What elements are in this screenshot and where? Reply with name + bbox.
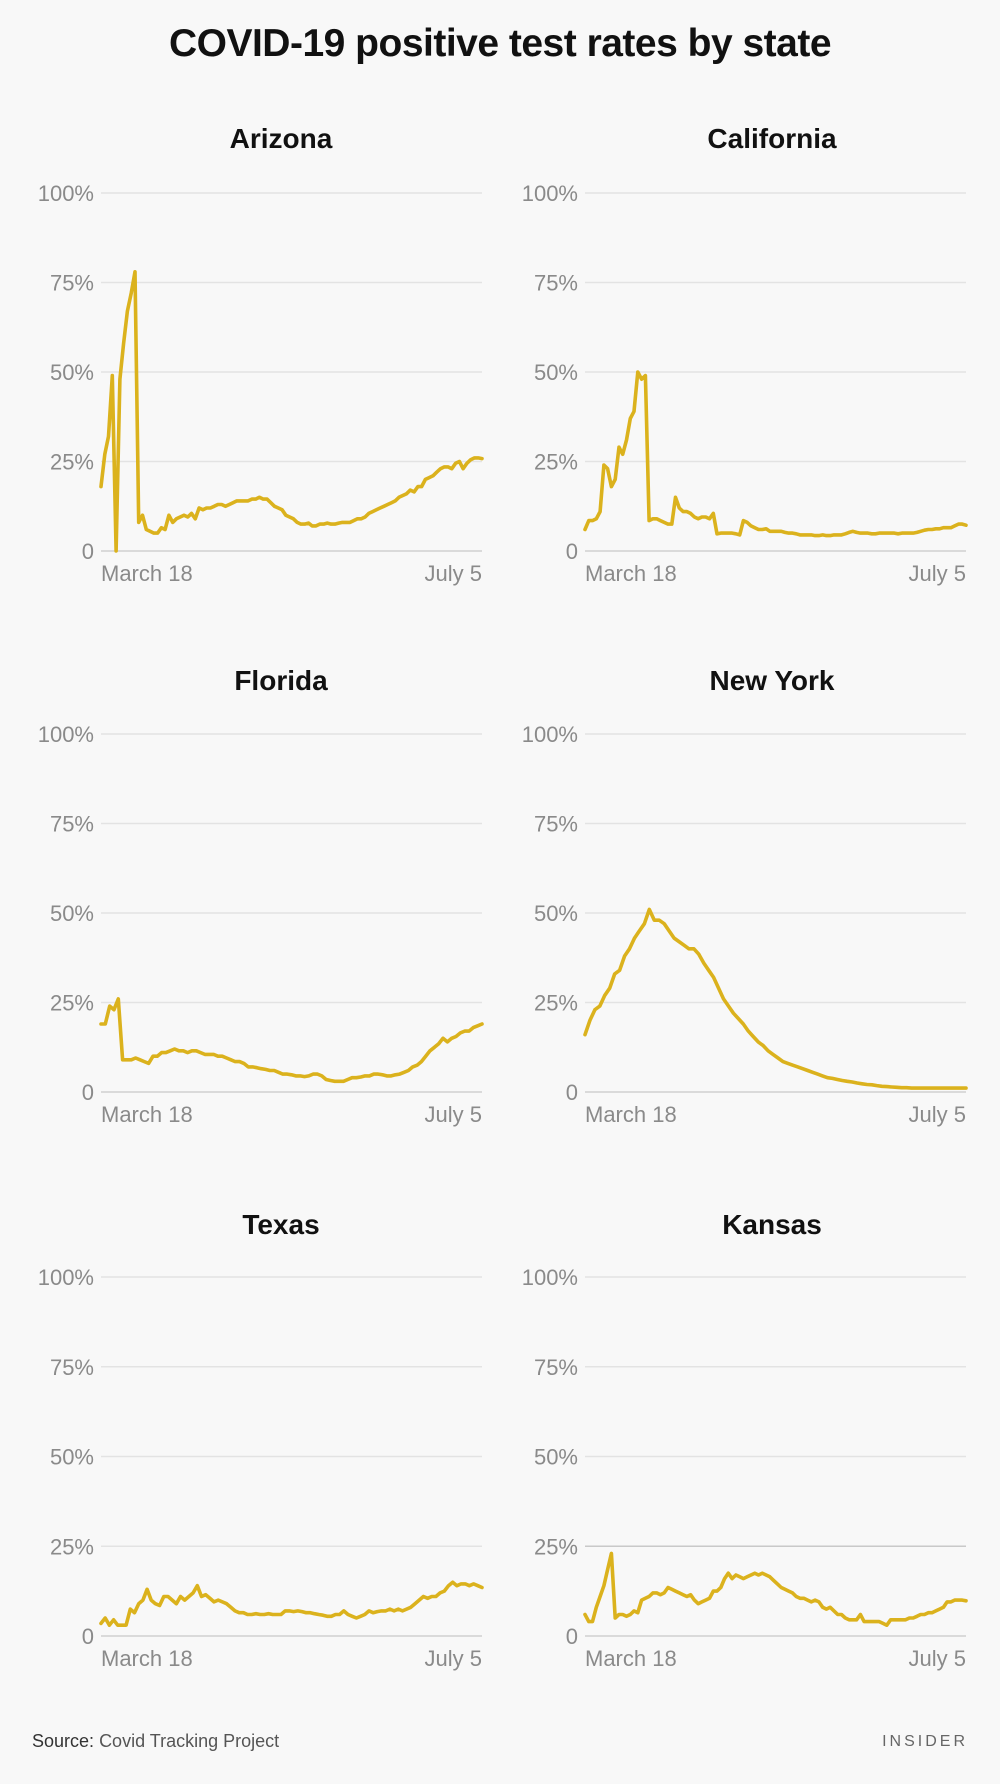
y-tick-label: 50% (534, 901, 578, 926)
panel-california: California 100% 75% 50% 25% 0 March 18 July 5 (522, 123, 968, 586)
y-tick-label: 100% (38, 722, 94, 747)
y-tick-label: 50% (534, 360, 578, 385)
y-tick-label: 75% (50, 1355, 94, 1380)
x-tick-label-end: July 5 (425, 561, 482, 586)
panel-florida: Florida 100% 75% 50% 25% 0 March 18 July 5 (38, 665, 484, 1127)
series-line (583, 907, 968, 1090)
y-tick-label: 50% (534, 1445, 578, 1470)
y-tick-label: 0 (82, 1624, 94, 1649)
x-tick-label-start: March 18 (101, 561, 193, 586)
x-tick-label-end: July 5 (909, 561, 966, 586)
x-tick-label-start: March 18 (585, 561, 677, 586)
y-tick-label: 100% (38, 1265, 94, 1290)
x-tick-label-start: March 18 (101, 1102, 193, 1127)
panel-title: New York (709, 665, 834, 696)
y-tick-label: 0 (566, 1080, 578, 1105)
panel-arizona: Arizona 100% 75% 50% 25% 0 March 18 July 5 (38, 123, 484, 586)
x-tick-label-end: July 5 (909, 1102, 966, 1127)
y-tick-label: 0 (82, 539, 94, 564)
source-label: Source: (32, 1731, 95, 1751)
x-tick-label-end: July 5 (425, 1102, 482, 1127)
y-tick-label: 25% (534, 450, 578, 475)
y-tick-label: 75% (534, 271, 578, 296)
y-tick-label: 75% (50, 271, 94, 296)
panel-title: Florida (234, 665, 328, 696)
series-line (99, 1580, 484, 1627)
series-line (99, 997, 484, 1084)
x-tick-label-start: March 18 (585, 1646, 677, 1671)
panel-title: Texas (242, 1209, 319, 1240)
panel-new-york: New York 100% 75% 50% 25% 0 March 18 July 5 (522, 665, 968, 1127)
panel-title: Arizona (230, 123, 333, 154)
x-tick-label-start: March 18 (585, 1102, 677, 1127)
page-title: COVID-19 positive test rates by state (168, 22, 832, 65)
y-tick-label: 25% (50, 450, 94, 475)
y-tick-label: 0 (566, 539, 578, 564)
panel-title: Kansas (722, 1209, 822, 1240)
panel-kansas: Kansas 100% 75% 50% 25% 0 March 18 July 5 (522, 1209, 968, 1671)
x-tick-label-start: March 18 (101, 1646, 193, 1671)
x-tick-label-end: July 5 (425, 1646, 482, 1671)
y-tick-label: 75% (50, 812, 94, 837)
y-tick-label: 75% (534, 812, 578, 837)
panel-texas: Texas 100% 75% 50% 25% 0 March 18 July 5 (38, 1209, 484, 1671)
source-note: Source: Covid Tracking Project (32, 1731, 279, 1752)
y-tick-label: 100% (38, 181, 94, 206)
y-tick-label: 50% (50, 901, 94, 926)
y-tick-label: 50% (50, 1445, 94, 1470)
y-tick-label: 100% (522, 181, 578, 206)
brand-logo: INSIDER (882, 1733, 968, 1750)
y-tick-label: 75% (534, 1355, 578, 1380)
y-tick-label: 0 (82, 1080, 94, 1105)
panel-title: California (707, 123, 837, 154)
y-tick-label: 25% (534, 991, 578, 1016)
y-tick-label: 25% (50, 1534, 94, 1559)
y-tick-label: 25% (50, 991, 94, 1016)
series-line (583, 370, 968, 538)
y-tick-label: 100% (522, 722, 578, 747)
source-text: Covid Tracking Project (99, 1731, 280, 1751)
x-tick-label-end: July 5 (909, 1646, 966, 1671)
series-line (583, 1551, 968, 1627)
y-tick-label: 100% (522, 1265, 578, 1290)
series-line (99, 269, 484, 553)
y-tick-label: 50% (50, 360, 94, 385)
y-tick-label: 0 (566, 1624, 578, 1649)
y-tick-label: 25% (534, 1534, 578, 1559)
